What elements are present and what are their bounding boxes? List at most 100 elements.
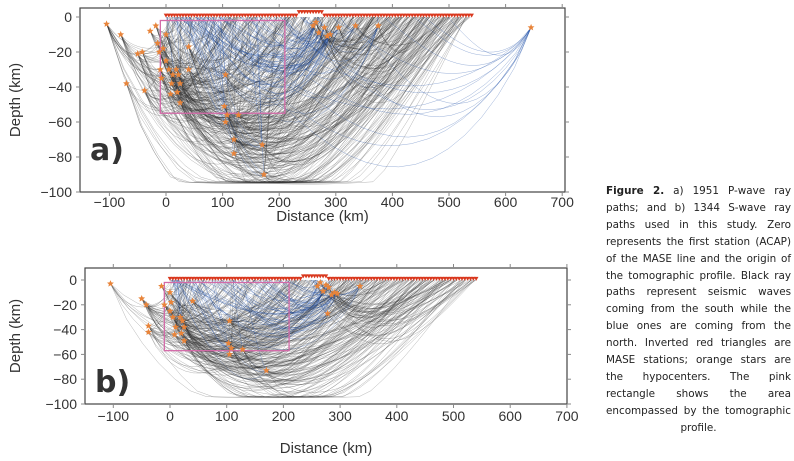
south-ray-path (161, 16, 272, 103)
south-ray-path (378, 16, 434, 51)
south-ray-path (188, 16, 248, 74)
south-ray-path (228, 279, 408, 362)
hypocenter-star-icon (180, 337, 188, 344)
hypocenter-star-icon (160, 301, 168, 308)
south-ray-path (331, 279, 405, 306)
south-ray-path (137, 16, 345, 102)
south-ray-path (181, 279, 340, 351)
north-ray-path (300, 16, 328, 40)
south-ray-path (145, 279, 345, 371)
south-ray-path (242, 279, 257, 350)
south-ray-path (148, 279, 191, 329)
south-ray-path (242, 279, 381, 355)
south-ray-path (188, 16, 434, 182)
south-ray-path (229, 279, 335, 339)
x-tick-label: 100 (215, 408, 239, 424)
south-ray-path (312, 16, 331, 32)
south-ray-path (233, 16, 354, 141)
hypocenter-star-icon (325, 283, 333, 291)
south-ray-path (181, 279, 185, 334)
north-ray-path (169, 16, 226, 77)
y-tick-label: −80 (53, 371, 77, 387)
north-ray-path (218, 16, 331, 60)
south-ray-path (110, 279, 342, 358)
north-ray-path (233, 279, 338, 311)
south-ray-path (178, 16, 226, 82)
south-ray-path (149, 16, 202, 45)
south-ray-path (172, 279, 298, 344)
south-ray-path (242, 279, 423, 386)
x-tick-label: 400 (385, 408, 409, 424)
south-ray-path (120, 16, 335, 146)
south-ray-path (106, 16, 288, 87)
south-ray-path (312, 16, 383, 61)
south-ray-path (159, 16, 187, 55)
south-ray-path (120, 16, 238, 63)
south-ray-path (145, 279, 204, 317)
north-ray-path (201, 16, 328, 70)
south-ray-path (170, 16, 232, 95)
caption-text: a) 1951 P-wave ray paths; and b) 1344 S-… (606, 185, 791, 434)
south-ray-path (169, 279, 404, 341)
south-ray-path (324, 16, 415, 49)
south-ray-path (225, 16, 361, 86)
south-ray-path (233, 16, 384, 144)
south-ray-path (120, 16, 467, 160)
north-ray-path (267, 279, 338, 309)
south-ray-path (224, 16, 462, 183)
south-ray-path (175, 279, 185, 328)
south-ray-path (170, 16, 230, 99)
south-ray-path (161, 279, 378, 328)
south-ray-path (149, 16, 173, 36)
south-ray-path (188, 16, 373, 102)
south-ray-path (158, 16, 380, 135)
south-ray-path (165, 16, 369, 76)
south-ray-path (225, 16, 330, 95)
x-tick-label: −100 (98, 408, 130, 424)
north-ray-path (261, 279, 335, 311)
north-ray-path (347, 16, 532, 104)
south-ray-path (324, 16, 384, 42)
north-ray-path (216, 279, 338, 328)
south-ray-path (165, 16, 376, 145)
north-ray-path (255, 16, 265, 175)
hypocenter-star-icon (145, 328, 152, 335)
south-ray-path (178, 16, 317, 103)
south-ray-path (233, 16, 319, 154)
south-ray-path (225, 16, 462, 127)
south-ray-path (355, 16, 369, 30)
south-ray-path (228, 279, 243, 344)
south-ray-path (242, 279, 311, 357)
south-ray-path (175, 16, 402, 158)
south-ray-path (225, 16, 337, 134)
south-ray-path (148, 279, 199, 327)
south-ray-path (178, 16, 182, 75)
hypocenter-star-icon (179, 317, 186, 324)
south-ray-path (177, 16, 263, 96)
south-ray-path (181, 279, 305, 341)
south-ray-path (224, 16, 388, 162)
south-ray-path (180, 16, 404, 107)
north-ray-path (175, 16, 226, 125)
south-ray-path (188, 16, 215, 70)
north-ray-path (277, 279, 361, 297)
south-ray-path (141, 279, 392, 353)
south-ray-path (175, 16, 373, 146)
north-ray-path (285, 16, 331, 51)
south-ray-path (229, 279, 322, 332)
hypocenter-star-icon (185, 43, 193, 50)
north-ray-path (172, 279, 327, 343)
south-ray-path (126, 16, 251, 117)
south-ray-path (329, 16, 371, 47)
south-ray-path (181, 279, 267, 344)
north-ray-path (270, 279, 330, 308)
south-ray-path (172, 279, 303, 325)
x-tick-label: 300 (328, 408, 352, 424)
south-ray-path (329, 16, 401, 62)
south-ray-path (179, 279, 337, 358)
x-tick-label: −100 (94, 194, 126, 210)
north-ray-path (189, 279, 335, 338)
south-ray-path (148, 279, 208, 335)
south-ray-path (182, 279, 194, 321)
south-ray-path (155, 16, 392, 99)
